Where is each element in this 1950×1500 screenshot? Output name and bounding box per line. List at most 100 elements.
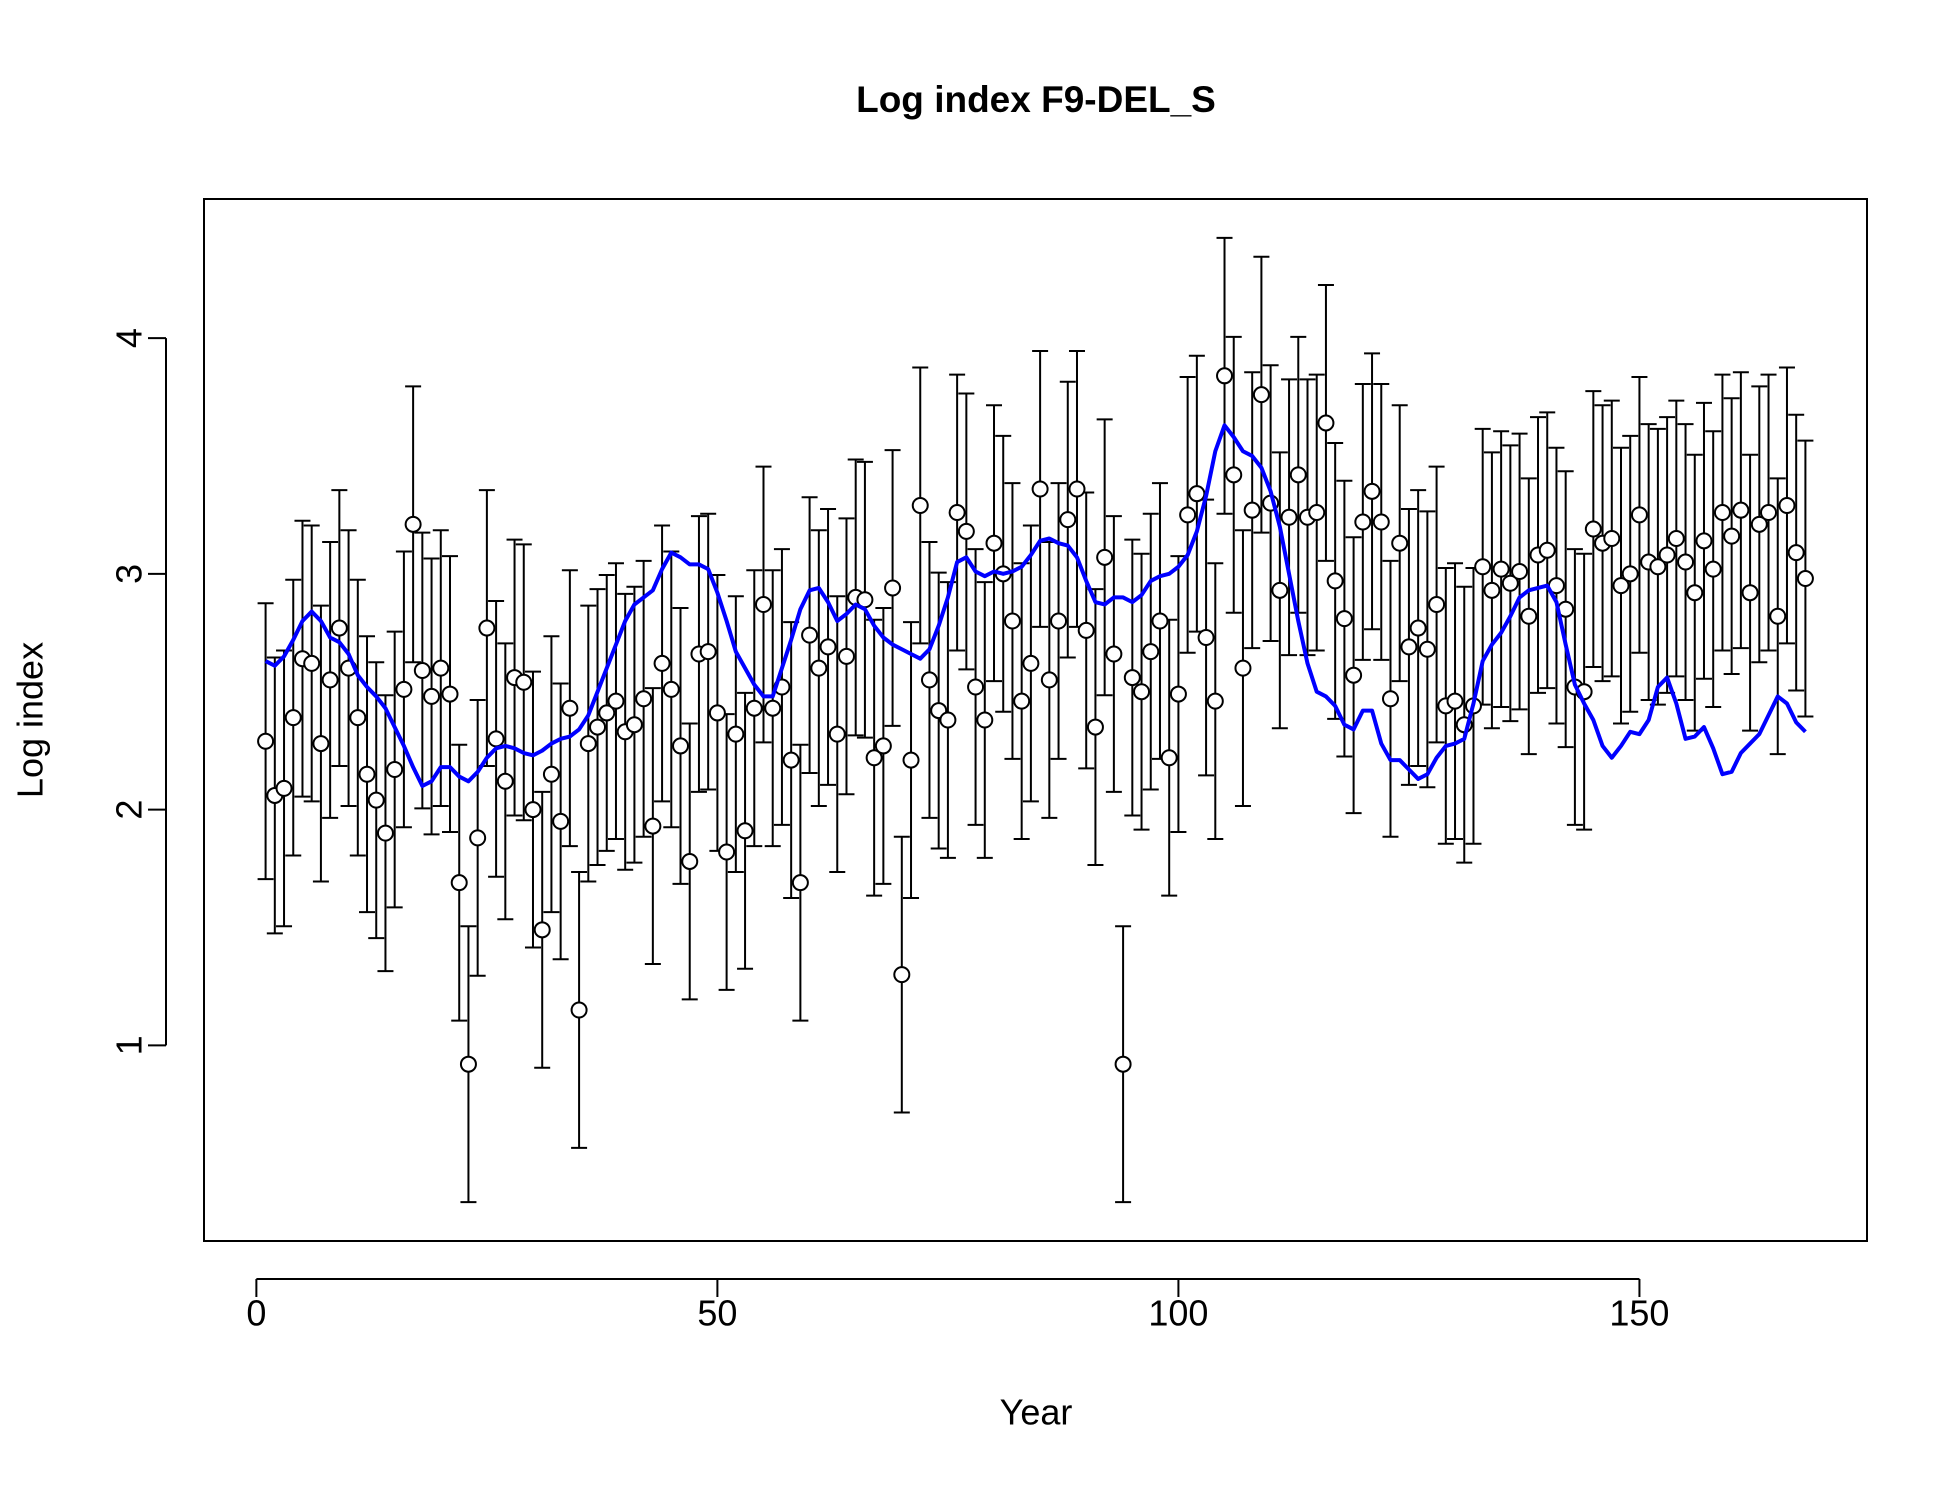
data-point	[1492, 560, 1510, 578]
data-point	[1418, 640, 1436, 658]
data-point	[1723, 527, 1741, 545]
data-point	[791, 874, 809, 892]
data-point	[386, 761, 404, 779]
data-point	[1151, 612, 1169, 630]
data-point	[284, 709, 302, 727]
data-point	[1179, 506, 1197, 524]
data-point	[1511, 562, 1529, 580]
data-point	[1345, 666, 1363, 684]
data-point	[957, 522, 975, 540]
data-point	[1732, 501, 1750, 519]
data-point	[367, 791, 385, 809]
data-point	[754, 595, 772, 613]
data-point	[672, 737, 690, 755]
data-point	[1086, 718, 1104, 736]
data-point	[579, 735, 597, 753]
data-point	[1391, 534, 1409, 552]
data-point	[275, 779, 293, 797]
data-point	[1252, 386, 1270, 404]
data-point	[699, 643, 717, 661]
data-point	[1501, 574, 1519, 592]
y-tick-label: 3	[109, 564, 150, 584]
data-point	[1234, 659, 1252, 677]
data-point	[653, 654, 671, 672]
data-point	[1197, 628, 1215, 646]
data-point	[1206, 692, 1224, 710]
data-point	[1326, 572, 1344, 590]
data-point	[1308, 504, 1326, 522]
data-point	[782, 751, 800, 769]
chart-title: Log index F9-DEL_S	[856, 79, 1216, 120]
data-point	[967, 678, 985, 696]
data-point	[524, 801, 542, 819]
data-point	[662, 680, 680, 698]
data-point	[1584, 520, 1602, 538]
y-tick-label: 4	[109, 328, 150, 348]
data-point	[1612, 577, 1630, 595]
x-tick-label: 150	[1609, 1293, 1669, 1334]
data-point	[533, 921, 551, 939]
data-point	[810, 659, 828, 677]
data-point	[312, 735, 330, 753]
data-point	[1317, 414, 1335, 432]
data-point	[598, 704, 616, 722]
data-point	[1474, 558, 1492, 576]
data-point	[404, 515, 422, 533]
data-point	[1428, 595, 1446, 613]
data-point	[1760, 504, 1778, 522]
data-point	[1335, 610, 1353, 628]
data-point	[865, 749, 883, 767]
data-point	[1022, 654, 1040, 672]
data-point	[1483, 581, 1501, 599]
data-point	[1695, 532, 1713, 550]
data-point	[1409, 619, 1427, 637]
data-point	[1713, 504, 1731, 522]
data-point	[515, 673, 533, 691]
data-point	[496, 772, 514, 790]
data-point	[1538, 541, 1556, 559]
x-tick-label: 0	[246, 1293, 266, 1334]
data-point	[1741, 584, 1759, 602]
data-point	[607, 692, 625, 710]
data-point	[1621, 565, 1639, 583]
data-point	[1750, 515, 1768, 533]
plot-frame	[203, 198, 1868, 1242]
data-point	[330, 619, 348, 637]
data-point	[1354, 513, 1372, 531]
data-point	[1280, 508, 1298, 526]
data-point	[1105, 645, 1123, 663]
data-point	[884, 579, 902, 597]
data-point	[1400, 638, 1418, 656]
data-point	[432, 659, 450, 677]
data-point	[1114, 1055, 1132, 1073]
data-point	[1096, 548, 1114, 566]
data-point	[1271, 581, 1289, 599]
data-point	[708, 704, 726, 722]
data-point	[1787, 544, 1805, 562]
data-point	[976, 711, 994, 729]
data-point	[764, 699, 782, 717]
data-point	[1031, 480, 1049, 498]
data-point	[874, 737, 892, 755]
data-point	[459, 1055, 477, 1073]
data-point	[1243, 501, 1261, 519]
data-point	[561, 699, 579, 717]
data-point	[1667, 529, 1685, 547]
data-point	[837, 647, 855, 665]
data-point	[413, 661, 431, 679]
data-point	[801, 626, 819, 644]
data-point	[478, 619, 496, 637]
data-point	[321, 671, 339, 689]
data-point	[376, 824, 394, 842]
data-point	[1050, 612, 1068, 630]
data-point	[681, 852, 699, 870]
y-axis-label: Log index	[10, 642, 51, 798]
data-point	[819, 638, 837, 656]
data-point	[718, 843, 736, 861]
data-point	[303, 654, 321, 672]
data-point	[1778, 496, 1796, 514]
data-point	[1704, 560, 1722, 578]
data-point	[948, 504, 966, 522]
data-point	[727, 725, 745, 743]
